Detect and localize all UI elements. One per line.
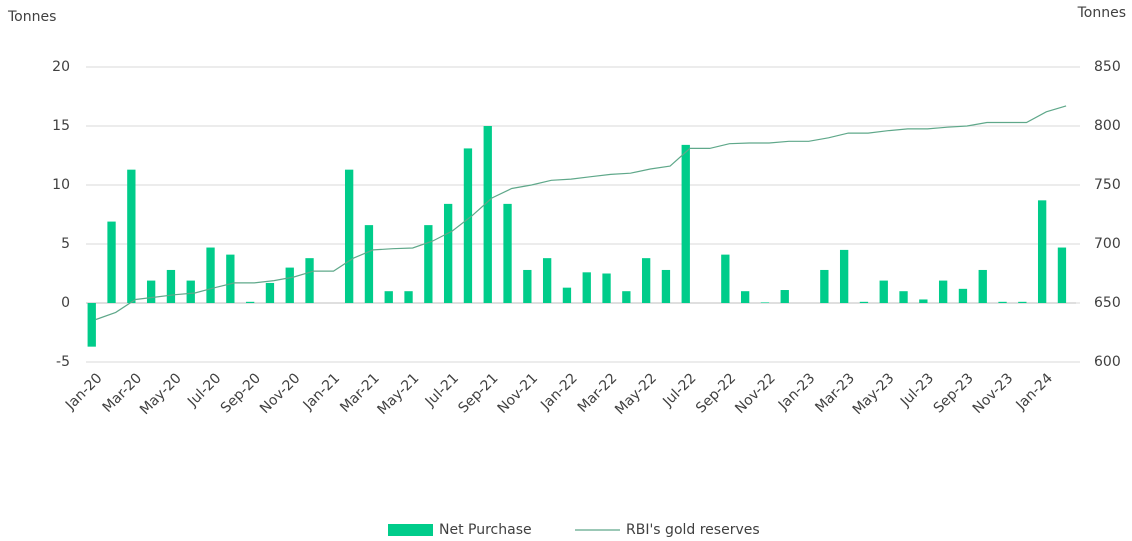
bar (265, 282, 275, 303)
bar (364, 225, 374, 303)
x-tick-label: Nov-23 (970, 370, 1017, 417)
legend-swatch (388, 524, 433, 536)
bar (820, 269, 829, 303)
bar (424, 225, 433, 303)
bar (1037, 200, 1047, 303)
bar (305, 258, 314, 303)
x-tick-label: May-21 (375, 370, 423, 418)
bar (87, 303, 96, 347)
bar (166, 269, 176, 303)
bar (186, 280, 195, 303)
y-tick-label: 5 (61, 236, 70, 252)
bar (542, 258, 552, 303)
legend-label: RBI's gold reserves (626, 522, 760, 538)
bar (503, 203, 512, 303)
bar (998, 301, 1007, 303)
bar (206, 247, 215, 303)
bar (839, 249, 849, 303)
bar (245, 301, 255, 303)
bar (384, 291, 393, 303)
bar (404, 291, 413, 303)
bar (523, 269, 532, 303)
x-tick-label: Sep-21 (455, 370, 501, 416)
bar (641, 258, 651, 303)
y2-tick-label: 850 (1094, 59, 1121, 75)
x-tick-label: Sep-20 (218, 370, 264, 416)
bar (780, 290, 789, 303)
x-tick-label: Nov-22 (732, 370, 779, 417)
bar (978, 269, 987, 303)
bar (859, 301, 869, 303)
bar (919, 299, 928, 303)
y-tick-label: 20 (52, 59, 70, 75)
bar (146, 280, 156, 303)
x-tick-label: Jan-21 (300, 370, 343, 413)
bar (879, 280, 888, 303)
x-tick-label: Jan-23 (775, 370, 818, 413)
line (95, 105, 1067, 321)
bar (740, 291, 750, 303)
bar (127, 169, 136, 303)
x-tick-label: Jan-24 (1013, 370, 1057, 414)
bar (483, 126, 492, 303)
bar (938, 280, 948, 303)
y2-tick-label: 750 (1094, 177, 1121, 193)
x-tick-label: May-22 (612, 370, 660, 418)
y-axis-title: Tonnes (7, 9, 56, 25)
y2-tick-label: 600 (1094, 354, 1121, 370)
y2-tick-label: 650 (1094, 295, 1121, 311)
y2-axis-title: Tonnes (1077, 5, 1126, 21)
x-tick-label: Sep-23 (931, 370, 977, 416)
y-tick-label: 0 (61, 295, 70, 311)
bar (463, 148, 473, 303)
y-tick-label: -5 (56, 354, 70, 370)
y-tick-label: 10 (52, 177, 70, 193)
x-tick-label: Nov-20 (257, 370, 304, 417)
bar (443, 203, 453, 303)
bar (285, 267, 294, 303)
y2-tick-label: 700 (1094, 236, 1121, 252)
bar (721, 254, 730, 303)
bar (344, 169, 354, 303)
bar (107, 221, 116, 303)
bar (1057, 247, 1067, 303)
y2-tick-label: 800 (1094, 118, 1121, 134)
bar (622, 291, 631, 303)
x-tick-label: May-23 (850, 370, 898, 418)
y-tick-label: 15 (52, 118, 70, 134)
bar (226, 254, 235, 303)
bar (562, 287, 572, 303)
x-tick-label: Jan-20 (62, 370, 105, 413)
legend-label: Net Purchase (439, 522, 532, 538)
x-tick-label: Nov-21 (495, 370, 542, 417)
x-tick-label: Jan-22 (537, 370, 580, 413)
bar (1018, 301, 1027, 303)
bar (582, 272, 591, 303)
bar (899, 291, 908, 303)
bar (602, 273, 611, 303)
bar (958, 288, 968, 303)
bar (661, 269, 671, 303)
x-tick-label: Sep-22 (693, 370, 739, 416)
x-tick-label: May-20 (137, 370, 185, 418)
bar (760, 302, 770, 303)
bar (681, 144, 690, 303)
